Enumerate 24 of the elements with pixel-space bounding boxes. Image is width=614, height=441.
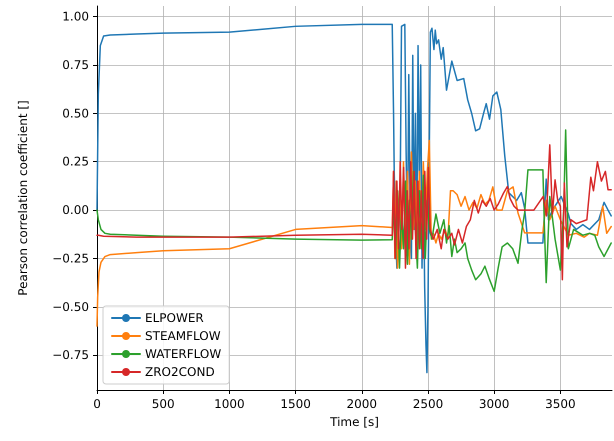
- y-tick-label: −0.75: [52, 348, 89, 362]
- y-tick-label: 0.50: [62, 106, 89, 120]
- y-tick-label: −0.50: [52, 300, 89, 314]
- x-tick-label: 0: [93, 397, 101, 411]
- legend-label: WATERFLOW: [145, 347, 222, 361]
- x-axis-title: Time [s]: [329, 415, 379, 429]
- y-tick-label: −0.25: [52, 251, 89, 266]
- x-tick-label: 1500: [280, 397, 311, 411]
- y-tick-label: 0.25: [62, 154, 89, 169]
- x-tick-label: 1000: [214, 397, 245, 411]
- y-tick-label: 0.00: [62, 203, 89, 218]
- legend-label: STEAMFLOW: [145, 329, 221, 343]
- x-tick-label: 2500: [412, 397, 444, 411]
- line-series: [96, 129, 612, 292]
- x-tick-label: 2000: [346, 397, 378, 411]
- x-tick-label: 3000: [478, 397, 510, 411]
- legend-label: ELPOWER: [145, 311, 204, 325]
- line-series: [96, 144, 612, 280]
- x-tick-label: 500: [152, 397, 175, 411]
- y-tick-label: 1.00: [62, 10, 89, 24]
- legend-label: ZRO2COND: [145, 365, 215, 379]
- y-axis-title: Pearson correlation coefficient []: [16, 100, 30, 296]
- x-tick-label: 3500: [545, 397, 576, 411]
- y-tick-label: 0.75: [62, 58, 89, 72]
